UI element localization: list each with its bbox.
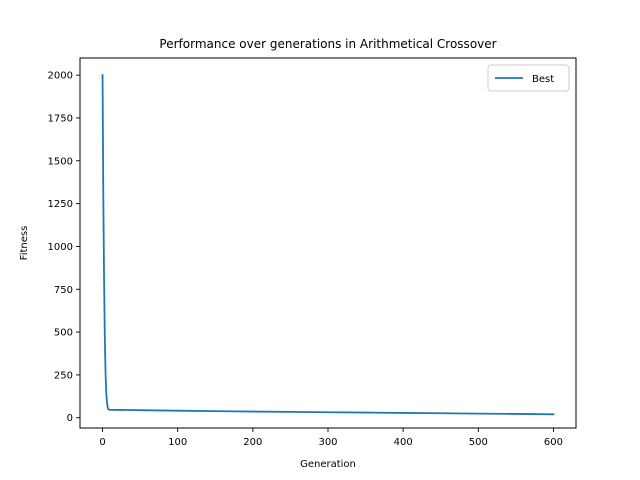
- series-layer: [101, 74, 555, 416]
- y-tick-label: 250: [54, 370, 73, 381]
- chart-title: Performance over generations in Arithmet…: [159, 37, 496, 51]
- y-tick-label: 2000: [48, 71, 73, 82]
- legend-frame: [487, 64, 570, 92]
- x-tick-label: 600: [544, 437, 563, 448]
- x-tick-label: 400: [394, 437, 413, 448]
- y-tick-label: 0: [67, 413, 73, 424]
- plot-area: 0 100 200 300 400 500 600 0 250 500 750 1000 1250 15…: [48, 57, 577, 448]
- legend-label-best: Best: [532, 74, 554, 85]
- y-tick-label: 750: [54, 285, 73, 296]
- series-line-best: [101, 74, 555, 416]
- legend: Best: [487, 64, 570, 92]
- plot-frame: [79, 57, 577, 429]
- x-tick-label: 0: [99, 437, 105, 448]
- x-tick-label: 500: [469, 437, 488, 448]
- y-axis-label: Fitness: [19, 226, 30, 261]
- x-tick-label: 100: [168, 437, 187, 448]
- y-tick-label: 1000: [48, 242, 73, 253]
- y-tick-label: 1750: [48, 113, 73, 124]
- x-axis-label: Generation: [300, 459, 356, 470]
- x-tick-label: 300: [318, 437, 337, 448]
- y-axis: 0 250 500 750 1000 1250 1500 1750 2000: [48, 71, 80, 424]
- y-tick-label: 500: [54, 328, 73, 339]
- x-tick-label: 200: [243, 437, 262, 448]
- x-axis: 0 100 200 300 400 500 600: [99, 428, 563, 448]
- y-tick-label: 1250: [48, 199, 73, 210]
- y-tick-label: 1500: [48, 156, 73, 167]
